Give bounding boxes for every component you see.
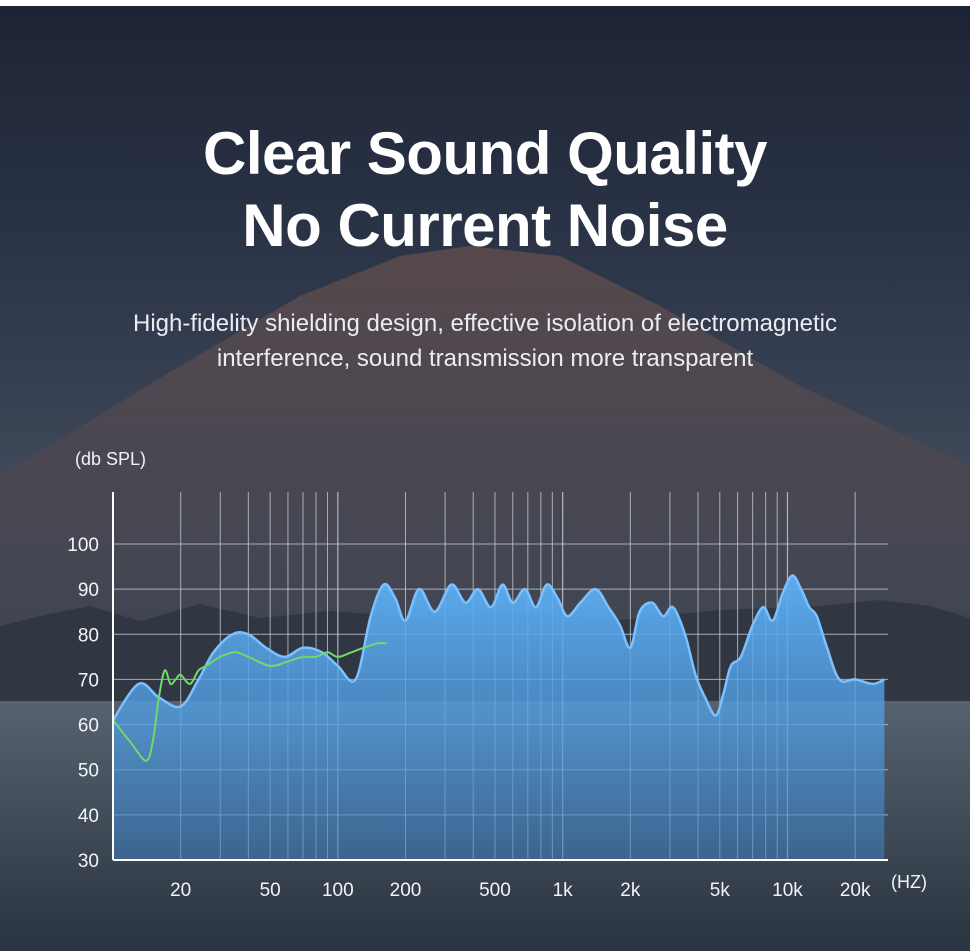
description: High-fidelity shielding design, effectiv… xyxy=(0,306,970,376)
response-line xyxy=(111,574,885,721)
y-tick-label: 50 xyxy=(78,761,99,782)
headline: Clear Sound Quality No Current Noise xyxy=(0,118,970,262)
x-tick-label: 5k xyxy=(710,880,731,901)
x-axis-label: (HZ) xyxy=(891,872,927,892)
x-tick-label: 10k xyxy=(772,880,803,901)
y-tick-label: 30 xyxy=(78,851,99,872)
comparison-line xyxy=(112,641,387,762)
x-tick-label: 2k xyxy=(620,880,641,901)
headline-line-2: No Current Noise xyxy=(242,192,728,259)
y-tick-labels: 100 90 80 70 60 50 40 30 xyxy=(67,535,99,872)
x-tick-label: 20k xyxy=(840,880,871,901)
x-tick-label: 200 xyxy=(390,880,422,901)
y-tick-label: 60 xyxy=(78,716,99,737)
response-area xyxy=(113,575,885,860)
series-group xyxy=(111,574,885,860)
mountain-silhouette xyxy=(0,246,970,706)
product-banner: Clear Sound Quality No Current Noise Hig… xyxy=(0,6,970,951)
description-line-1: High-fidelity shielding design, effectiv… xyxy=(133,310,837,337)
y-tick-label: 100 xyxy=(67,535,99,556)
x-tick-label: 50 xyxy=(260,880,281,901)
y-tick-label: 90 xyxy=(78,580,99,601)
x-tick-label: 500 xyxy=(479,880,511,901)
headline-line-1: Clear Sound Quality xyxy=(203,120,767,187)
y-tick-label: 40 xyxy=(78,806,99,827)
y-tick-label: 70 xyxy=(78,670,99,691)
description-line-2: interference, sound transmission more tr… xyxy=(216,345,754,372)
x-tick-label: 1k xyxy=(553,880,574,901)
x-tick-label: 100 xyxy=(322,880,354,901)
x-tick-label: 20 xyxy=(170,880,191,901)
y-axis-label: (db SPL) xyxy=(75,449,146,469)
x-tick-labels: 20 50 100 200 500 1k 2k 5k 10k 20k xyxy=(170,880,871,901)
y-tick-label: 80 xyxy=(78,625,99,646)
